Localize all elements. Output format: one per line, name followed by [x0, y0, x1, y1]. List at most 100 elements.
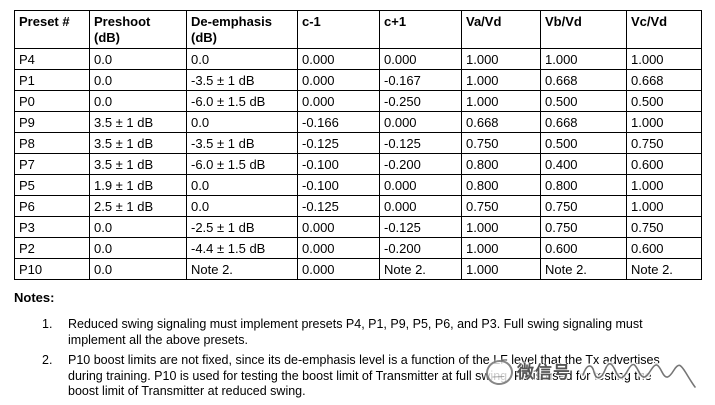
- value-cell: 0.400: [540, 153, 627, 175]
- col-header-c-minus-1: c-1: [297, 10, 380, 49]
- value-cell: 1.000: [461, 48, 541, 70]
- value-cell: 0.750: [461, 132, 541, 154]
- preset-cell: P0: [14, 90, 90, 112]
- value-cell: 1.9 ± 1 dB: [89, 174, 187, 196]
- value-cell: Note 2.: [186, 258, 298, 280]
- table-row: P10 0.0 Note 2. 0.000 Note 2. 1.000 Note 2. Not…: [14, 258, 702, 280]
- note-item-2: 2. P10 boost limits are not fixed, since…: [14, 353, 714, 400]
- value-cell: -0.125: [379, 132, 462, 154]
- col-header-preset: Preset #: [14, 10, 90, 49]
- value-cell: 0.0: [186, 195, 298, 217]
- preset-table-body: P4 0.0 0.0 0.000 0.000 1.000 1.000 1.000 P1 0.0 -3…: [14, 48, 702, 280]
- note-text: P10 boost limits are not fixed, since it…: [68, 353, 660, 398]
- preset-table-header: Preset # Preshoot (dB) De-emphasis (dB) …: [14, 10, 702, 49]
- notes-heading: Notes:: [14, 290, 55, 305]
- value-cell: 1.000: [461, 237, 541, 259]
- note-number: 1.: [42, 317, 53, 331]
- value-cell: 0.750: [626, 216, 702, 238]
- notes-section: Notes: 1. Reduced swing signaling must i…: [14, 290, 714, 400]
- value-cell: 0.0: [89, 90, 187, 112]
- value-cell: 0.800: [461, 153, 541, 175]
- value-cell: 1.000: [461, 258, 541, 280]
- value-cell: 0.800: [540, 174, 627, 196]
- value-cell: -0.100: [297, 153, 380, 175]
- value-cell: 0.000: [297, 48, 380, 70]
- table-row: P6 2.5 ± 1 dB 0.0 -0.125 0.000 0.750 0.750 1.00…: [14, 195, 702, 217]
- value-cell: 0.0: [186, 48, 298, 70]
- value-cell: -0.166: [297, 111, 380, 133]
- value-cell: 0.500: [540, 90, 627, 112]
- value-cell: 0.800: [461, 174, 541, 196]
- value-cell: 0.500: [540, 132, 627, 154]
- value-cell: 0.750: [626, 132, 702, 154]
- preset-cell: P8: [14, 132, 90, 154]
- value-cell: -3.5 ± 1 dB: [186, 69, 298, 91]
- value-cell: -0.200: [379, 153, 462, 175]
- preset-cell: P9: [14, 111, 90, 133]
- note-text: Reduced swing signaling must implement p…: [68, 317, 643, 347]
- preset-cell: P3: [14, 216, 90, 238]
- value-cell: Note 2.: [379, 258, 462, 280]
- value-cell: 1.000: [626, 195, 702, 217]
- value-cell: 0.668: [540, 69, 627, 91]
- preset-table: Preset # Preshoot (dB) De-emphasis (dB) …: [14, 10, 702, 280]
- value-cell: 0.0: [89, 216, 187, 238]
- table-row: P5 1.9 ± 1 dB 0.0 -0.100 0.000 0.800 0.800 1.00…: [14, 174, 702, 196]
- value-cell: -0.125: [297, 132, 380, 154]
- table-row: P9 3.5 ± 1 dB 0.0 -0.166 0.000 0.668 0.668 1.00…: [14, 111, 702, 133]
- value-cell: -0.125: [379, 216, 462, 238]
- note-number: 2.: [42, 353, 53, 367]
- value-cell: 1.000: [626, 174, 702, 196]
- table-row: P2 0.0 -4.4 ± 1.5 dB 0.000 -0.200 1.000 0.600 0…: [14, 237, 702, 259]
- value-cell: 0.0: [89, 258, 187, 280]
- value-cell: -0.125: [297, 195, 380, 217]
- value-cell: 1.000: [461, 90, 541, 112]
- value-cell: 0.000: [379, 174, 462, 196]
- value-cell: 1.000: [626, 48, 702, 70]
- preset-cell: P7: [14, 153, 90, 175]
- table-row: P7 3.5 ± 1 dB -6.0 ± 1.5 dB -0.100 -0.200 0.8…: [14, 153, 702, 175]
- table-row: P4 0.0 0.0 0.000 0.000 1.000 1.000 1.000: [14, 48, 702, 70]
- value-cell: -3.5 ± 1 dB: [186, 132, 298, 154]
- value-cell: 0.600: [540, 237, 627, 259]
- value-cell: -0.200: [379, 237, 462, 259]
- value-cell: 1.000: [540, 48, 627, 70]
- preset-cell: P10: [14, 258, 90, 280]
- value-cell: 1.000: [461, 69, 541, 91]
- value-cell: 0.000: [379, 195, 462, 217]
- table-row: P8 3.5 ± 1 dB -3.5 ± 1 dB -0.125 -0.125 0.750…: [14, 132, 702, 154]
- value-cell: 2.5 ± 1 dB: [89, 195, 187, 217]
- value-cell: 0.000: [297, 216, 380, 238]
- value-cell: 0.000: [379, 111, 462, 133]
- value-cell: 0.000: [297, 258, 380, 280]
- value-cell: Note 2.: [626, 258, 702, 280]
- value-cell: 0.0: [89, 48, 187, 70]
- value-cell: 3.5 ± 1 dB: [89, 111, 187, 133]
- value-cell: -4.4 ± 1.5 dB: [186, 237, 298, 259]
- value-cell: 0.500: [626, 90, 702, 112]
- col-header-vc-vd: Vc/Vd: [626, 10, 702, 49]
- value-cell: -6.0 ± 1.5 dB: [186, 153, 298, 175]
- value-cell: 0.600: [626, 153, 702, 175]
- value-cell: 0.750: [461, 195, 541, 217]
- value-cell: 0.668: [540, 111, 627, 133]
- note-item-1: 1. Reduced swing signaling must implemen…: [14, 317, 714, 348]
- preset-cell: P6: [14, 195, 90, 217]
- preset-cell: P2: [14, 237, 90, 259]
- value-cell: 0.750: [540, 216, 627, 238]
- value-cell: -0.167: [379, 69, 462, 91]
- value-cell: 0.000: [297, 90, 380, 112]
- value-cell: 0.000: [297, 69, 380, 91]
- value-cell: 0.000: [297, 237, 380, 259]
- value-cell: -0.100: [297, 174, 380, 196]
- value-cell: 3.5 ± 1 dB: [89, 132, 187, 154]
- value-cell: 3.5 ± 1 dB: [89, 153, 187, 175]
- value-cell: 0.0: [89, 237, 187, 259]
- header-row: Preset # Preshoot (dB) De-emphasis (dB) …: [14, 10, 702, 49]
- value-cell: -6.0 ± 1.5 dB: [186, 90, 298, 112]
- preset-cell: P4: [14, 48, 90, 70]
- value-cell: -2.5 ± 1 dB: [186, 216, 298, 238]
- table-row: P0 0.0 -6.0 ± 1.5 dB 0.000 -0.250 1.000 0.500 0…: [14, 90, 702, 112]
- value-cell: Note 2.: [540, 258, 627, 280]
- value-cell: 0.668: [461, 111, 541, 133]
